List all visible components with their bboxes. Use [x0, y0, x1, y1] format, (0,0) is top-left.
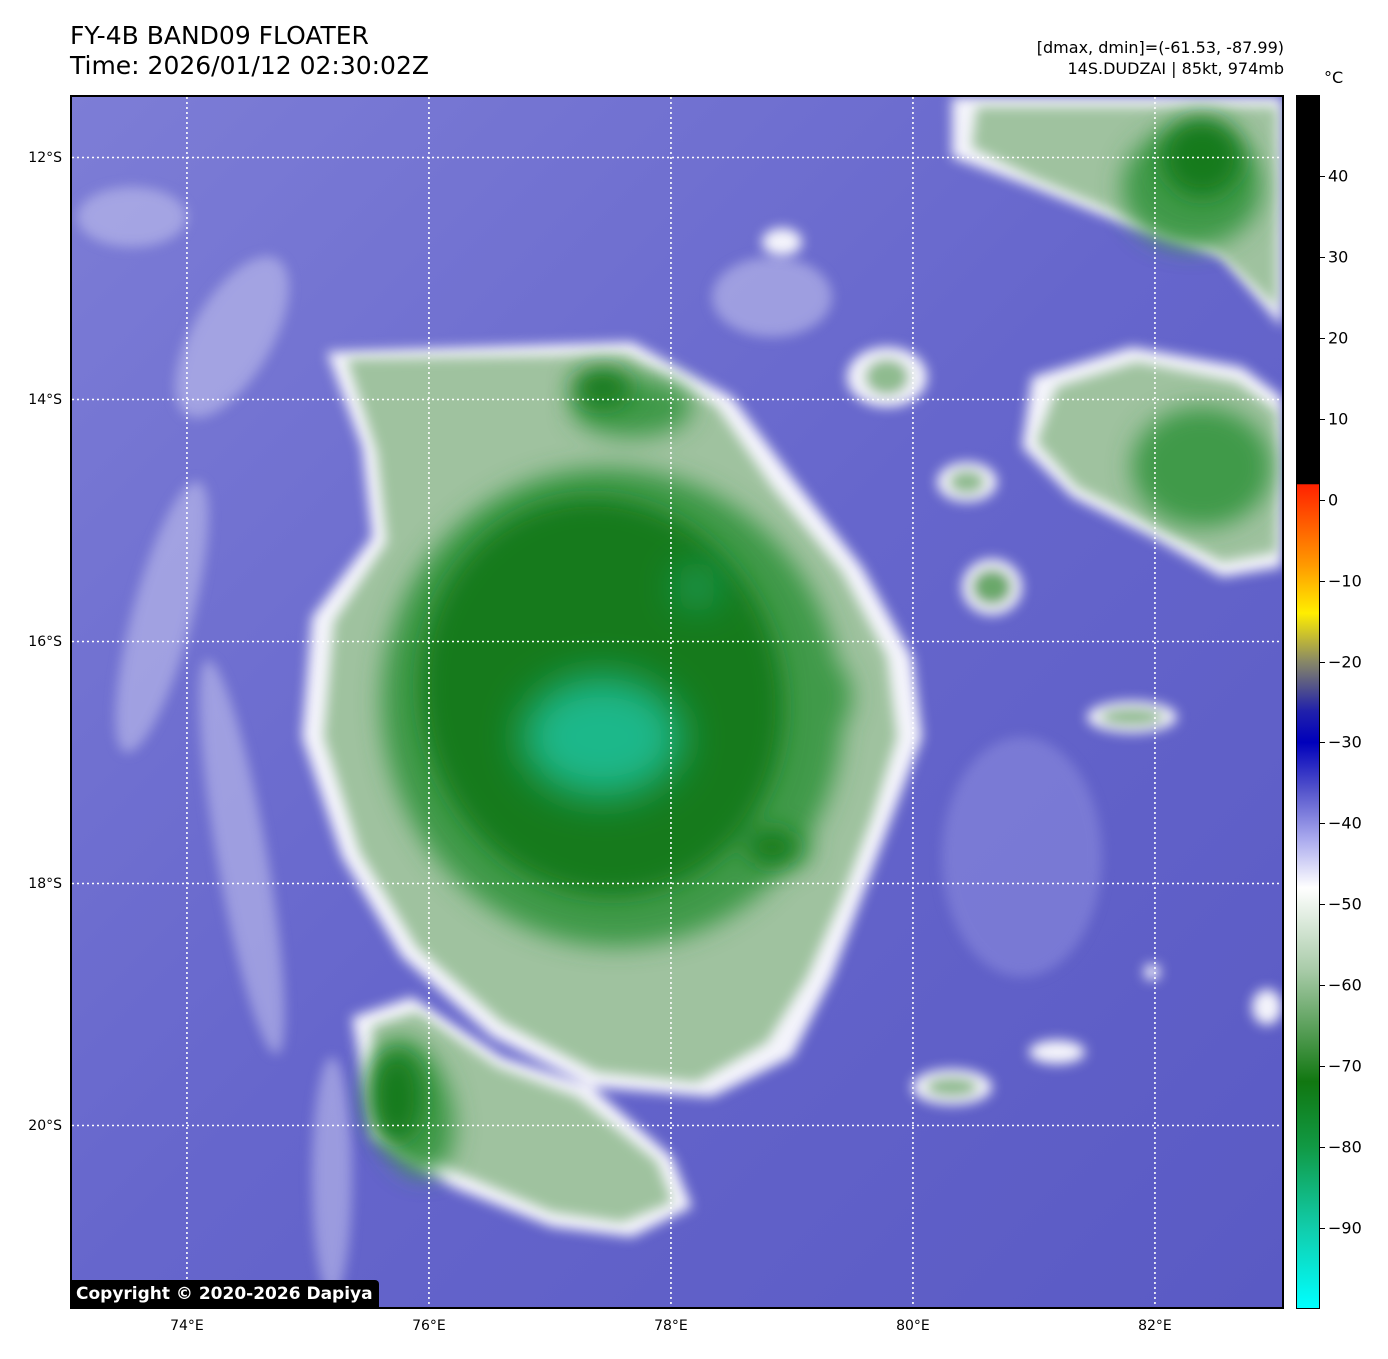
colorbar-tick-label: −80: [1328, 1137, 1362, 1157]
colorbar: [1296, 95, 1320, 1309]
lat-label: 16°S: [28, 633, 62, 650]
colorbar-tick-label: 0: [1328, 490, 1339, 510]
colorbar-tick-label: 20: [1328, 328, 1349, 348]
lat-lon-grid: [72, 97, 1282, 1307]
colorbar-tick: [1320, 1066, 1325, 1068]
colorbar-tick: [1320, 580, 1325, 582]
copyright-notice: Copyright © 2020-2026 Dapiya: [70, 1280, 379, 1308]
colorbar-tick-label: 40: [1328, 166, 1349, 186]
timestamp: Time: 2026/01/12 02:30:02Z: [70, 51, 429, 80]
colorbar-tick-label: −20: [1328, 652, 1362, 672]
colorbar-tick: [1320, 1228, 1325, 1230]
storm-core: [522, 573, 715, 797]
colorbar-unit: °C: [1324, 68, 1344, 87]
colorbar-tick: [1320, 742, 1325, 744]
colorbar-tick-label: −10: [1328, 571, 1362, 591]
lon-label: 80°E: [896, 1318, 930, 1334]
colorbar-tick: [1320, 337, 1325, 339]
lon-label: 78°E: [654, 1318, 688, 1334]
lon-label: 82°E: [1138, 1318, 1172, 1334]
storm-info: 14S.DUDZAI | 85kt, 974mb: [1067, 59, 1285, 78]
lat-label: 20°S: [28, 1117, 62, 1134]
colorbar-tick: [1320, 661, 1325, 663]
lon-label: 74°E: [170, 1318, 204, 1334]
colorbar-tick: [1320, 904, 1325, 906]
lon-label: 76°E: [412, 1318, 446, 1334]
colorbar-tick: [1320, 175, 1325, 177]
colorbar-tick: [1320, 823, 1325, 825]
cirrus-streaks: [77, 187, 1102, 1297]
colorbar-tick-label: −90: [1328, 1218, 1362, 1238]
colorbar-tick: [1320, 1147, 1325, 1149]
temperature-range: [dmax, dmin]=(-61.53, -87.99): [1036, 38, 1284, 57]
lat-label: 12°S: [28, 149, 62, 166]
colorbar-tick: [1320, 499, 1325, 501]
colorbar-tick: [1320, 418, 1325, 420]
colorbar-tick-label: −30: [1328, 732, 1362, 752]
colorbar-tick-label: −50: [1328, 894, 1362, 914]
colorbar-tick: [1320, 985, 1325, 987]
colorbar-tick-label: −40: [1328, 813, 1362, 833]
colorbar-tick-label: −60: [1328, 975, 1362, 995]
chart-title: FY-4B BAND09 FLOATER: [70, 21, 369, 50]
colorbar-tick-label: −70: [1328, 1056, 1362, 1076]
colorbar-tick-label: 30: [1328, 247, 1349, 267]
lat-label: 18°S: [28, 875, 62, 892]
colorbar-tick-label: 10: [1328, 409, 1349, 429]
colorbar-tick: [1320, 256, 1325, 258]
satellite-map[interactable]: [70, 95, 1284, 1309]
lat-label: 14°S: [28, 391, 62, 408]
